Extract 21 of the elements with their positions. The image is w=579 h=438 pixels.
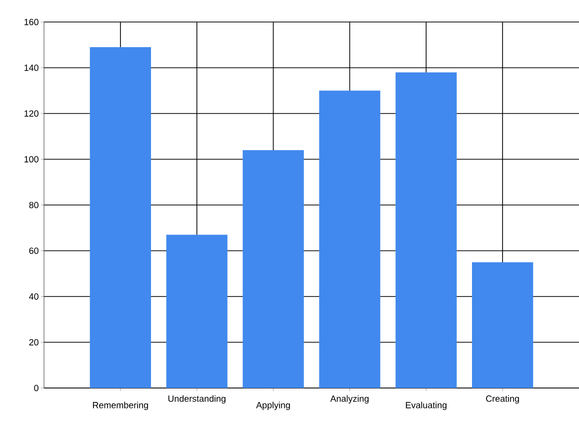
bar xyxy=(472,262,534,388)
y-tick-label: 120 xyxy=(24,110,38,117)
y-tick-label: 0 xyxy=(34,384,38,392)
bar xyxy=(396,72,457,388)
x-tick-label: Understanding xyxy=(168,395,226,404)
bar xyxy=(319,90,380,388)
x-tick-label: Analyzing xyxy=(330,395,369,404)
y-tick-label: 100 xyxy=(24,156,38,162)
bar xyxy=(90,47,151,388)
x-tick-label: Applying xyxy=(256,402,290,410)
y-tick-label: 20 xyxy=(29,339,38,346)
y-tick-label: 160 xyxy=(24,18,38,26)
bar xyxy=(166,234,228,388)
y-tick-label: 60 xyxy=(29,248,38,254)
y-tick-label: 140 xyxy=(24,64,38,71)
y-tick-label: 40 xyxy=(29,293,38,300)
x-tick-label: Remembering xyxy=(93,402,148,410)
bar xyxy=(242,150,304,388)
x-tick-label: Creating xyxy=(486,395,519,404)
x-tick-label: Evaluating xyxy=(406,402,446,410)
y-tick-label: 80 xyxy=(29,202,38,208)
